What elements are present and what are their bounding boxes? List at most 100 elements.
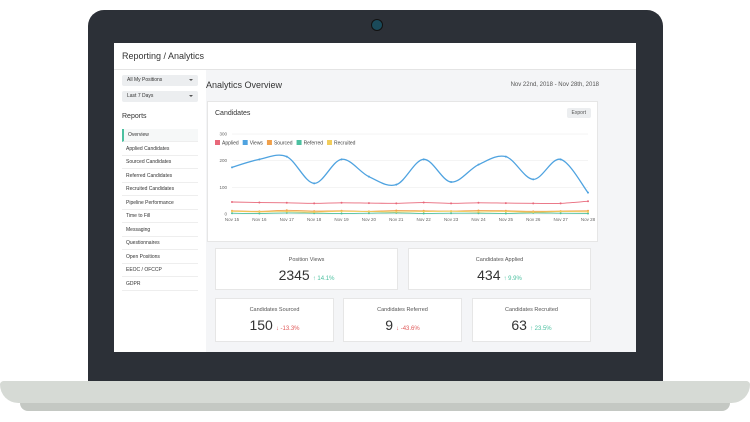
laptop-base	[0, 381, 750, 403]
series-line	[231, 200, 589, 204]
dropdown[interactable]: All My Positions	[122, 75, 198, 86]
x-tick-label: Nov 21	[389, 217, 404, 222]
series-point	[559, 212, 562, 215]
series-line	[231, 154, 589, 194]
dropdown[interactable]: Last 7 Days	[122, 91, 198, 102]
content-title: Analytics Overview	[206, 80, 283, 90]
stat-row: 2345 ↑ 14.1%	[216, 267, 397, 283]
series-point	[532, 202, 535, 205]
series-point	[340, 201, 343, 204]
series-point	[559, 158, 562, 161]
legend-label: Referred	[304, 141, 324, 147]
stat-card: Candidates Sourced 150 ↓ -13.3%	[215, 298, 334, 342]
series-point	[231, 201, 233, 203]
y-tick-label: 0	[224, 212, 227, 217]
stat-card: Candidates Applied 434 ↑ 9.9%	[408, 248, 591, 290]
legend-label: Recruited	[334, 141, 356, 147]
legend-swatch	[296, 140, 302, 145]
series-point	[450, 181, 453, 183]
stat-value: 63	[511, 317, 527, 333]
series-point	[231, 212, 233, 215]
series-point	[340, 212, 343, 215]
series-point	[313, 182, 316, 185]
series-point	[450, 210, 453, 213]
stat-value: 2345	[278, 267, 310, 283]
stat-change-value: 9.9%	[508, 276, 522, 282]
series-point	[231, 166, 233, 169]
x-tick-label: Nov 19	[334, 217, 349, 222]
series-line	[231, 210, 589, 213]
series-point	[367, 202, 370, 205]
sidebar-item[interactable]: Recruited Candidates	[122, 183, 198, 196]
stat-label: Candidates Applied	[475, 257, 524, 263]
series-point	[587, 200, 589, 203]
x-tick-label: Nov 16	[252, 217, 267, 222]
x-tick-label: Nov 26	[526, 217, 541, 222]
stat-card: Candidates Recruited 63 ↑ 23.5%	[472, 298, 591, 342]
sidebar-item[interactable]: GDPR	[122, 278, 198, 291]
series-point	[231, 210, 233, 213]
date-range: Nov 22nd, 2018 - Nov 28th, 2018	[510, 82, 599, 88]
stat-change: ↑ 14.1%	[312, 276, 335, 282]
y-tick-label: 300	[219, 132, 227, 137]
sidebar-item[interactable]: Applied Candidates	[122, 143, 198, 156]
stat-change-value: -13.3%	[280, 326, 300, 332]
sidebar-item[interactable]: EEOC / OFCCP	[122, 264, 198, 277]
series-point	[559, 210, 562, 213]
series-point	[559, 202, 562, 205]
export-button[interactable]: Export	[566, 108, 591, 118]
series-point	[587, 210, 589, 213]
stat-row: 434 ↑ 9.9%	[409, 267, 590, 283]
stat-row: 9 ↓ -43.6%	[344, 317, 461, 333]
sidebar-item[interactable]: Open Positions	[122, 251, 198, 264]
sidebar-item[interactable]: Messaging	[122, 224, 198, 237]
series-point	[395, 183, 398, 186]
sidebar-item[interactable]: Questionnaires	[122, 237, 198, 250]
series-point	[504, 210, 507, 213]
camera	[371, 19, 383, 31]
series-point	[395, 210, 398, 213]
series-point	[532, 211, 535, 214]
series-point	[395, 202, 398, 205]
series-point	[285, 201, 288, 204]
content: Analytics Overview Nov 22nd, 2018 - Nov …	[206, 70, 636, 352]
stat-card: Position Views 2345 ↑ 14.1%	[215, 248, 398, 290]
stat-change: ↓ -43.6%	[396, 326, 420, 332]
stat-change: ↓ -13.3%	[275, 326, 300, 332]
series-point	[477, 163, 480, 166]
stat-change-value: 14.1%	[317, 276, 335, 282]
series-point	[504, 202, 507, 205]
laptop-base-shadow	[20, 403, 730, 411]
y-tick-label: 100	[219, 185, 227, 190]
x-tick-label: Nov 17	[280, 217, 295, 222]
stat-label: Candidates Referred	[377, 307, 428, 313]
series-line	[231, 209, 589, 212]
legend-label: Applied	[222, 141, 239, 147]
series-point	[477, 210, 480, 213]
series-point	[313, 202, 316, 205]
x-tick-label: Nov 28	[581, 217, 596, 222]
series-point	[340, 210, 343, 213]
sidebar-item[interactable]: Referred Candidates	[122, 170, 198, 183]
chart-card: Candidates Export	[207, 101, 598, 242]
sidebar-item[interactable]: Sourced Candidates	[122, 156, 198, 169]
series-point	[258, 201, 261, 204]
series-point	[258, 158, 261, 161]
series-point	[367, 175, 370, 178]
stat-label: Candidates Sourced	[249, 307, 300, 313]
series-point	[422, 212, 425, 215]
sidebar-item[interactable]: Pipeline Performance	[122, 197, 198, 210]
series-point	[504, 212, 507, 215]
legend-swatch	[266, 140, 272, 145]
stat-change-value: -43.6%	[400, 326, 420, 332]
sidebar-item[interactable]: Time to Fill	[122, 210, 198, 223]
stat-row: 63 ↑ 23.5%	[473, 317, 590, 333]
stat-card: Candidates Referred 9 ↓ -43.6%	[343, 298, 462, 342]
x-tick-label: Nov 27	[553, 217, 568, 222]
sidebar-heading: Reports	[122, 113, 147, 120]
series-point	[450, 212, 453, 215]
sidebar-item[interactable]: Overview	[122, 129, 198, 142]
series-point	[258, 212, 261, 215]
x-tick-label: Nov 24	[471, 217, 486, 222]
